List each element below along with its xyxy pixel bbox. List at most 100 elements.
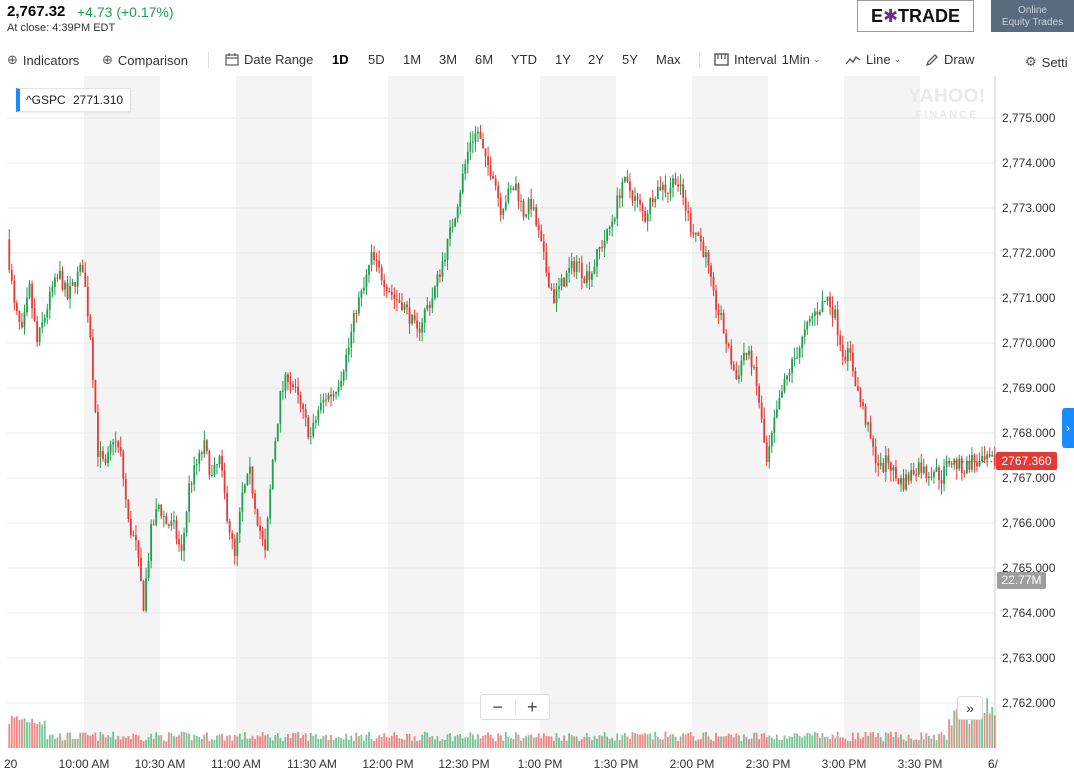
candle-down: [667, 192, 669, 194]
candle-down: [439, 274, 441, 277]
settings-button[interactable]: ⚙ Setti: [1025, 54, 1068, 70]
candle-down: [398, 300, 401, 303]
candle-down: [259, 525, 261, 532]
volume-bar: [608, 738, 611, 748]
volume-bar: [342, 739, 345, 748]
candle-up: [332, 394, 335, 397]
period-5d[interactable]: 5D: [368, 52, 385, 67]
volume-bar: [968, 723, 971, 748]
expand-button[interactable]: »: [957, 696, 983, 720]
candle-up: [195, 463, 198, 466]
etrade-ad-logo[interactable]: E ✱ TRADE: [857, 0, 974, 32]
volume-bar: [97, 740, 99, 748]
volume-bar: [639, 734, 641, 748]
volume-bar: [550, 736, 553, 748]
volume-bar: [302, 734, 305, 748]
volume-bar: [350, 735, 353, 748]
candle-up: [504, 202, 507, 210]
ad-banner[interactable]: Online Equity Trades: [991, 0, 1074, 32]
candle-down: [535, 207, 538, 226]
volume-bar: [732, 737, 735, 748]
period-5y[interactable]: 5Y: [622, 52, 638, 67]
candle-up: [449, 227, 451, 239]
volume-bar: [664, 731, 667, 748]
line-type-dropdown[interactable]: Line ⌄: [845, 52, 901, 67]
volume-bar: [905, 740, 907, 748]
volume-bar: [547, 736, 550, 748]
volume-bar: [542, 733, 545, 748]
candle-up: [509, 188, 512, 190]
etrade-logo-trade: TRADE: [898, 5, 961, 26]
volume-bar: [208, 740, 211, 748]
candle-up: [459, 192, 462, 207]
volume-bar: [249, 738, 251, 748]
comparison-button[interactable]: ⊕ Comparison: [102, 52, 188, 68]
candle-up: [819, 312, 821, 315]
volume-bar: [370, 739, 373, 748]
chart-area[interactable]: 2,762.000 2,763.000 2,764.000 2,765.000 2,76…: [0, 76, 1074, 781]
side-panel-toggle[interactable]: ›: [1062, 408, 1074, 448]
volume-bar: [304, 733, 307, 748]
volume-bar: [494, 741, 497, 748]
candle-up: [884, 455, 887, 473]
period-1m[interactable]: 1M: [403, 52, 422, 67]
period-1d[interactable]: 1D: [332, 52, 349, 67]
time-band: [388, 76, 464, 748]
period-3m[interactable]: 3M: [439, 52, 458, 67]
candle-up: [527, 199, 530, 215]
volume-bar: [697, 739, 700, 748]
candle-up: [23, 312, 26, 328]
volume-bar: [347, 740, 350, 748]
interval-dropdown[interactable]: Interval 1Min ⌄: [714, 52, 820, 67]
candle-down: [930, 476, 933, 478]
volume-bar: [423, 731, 426, 748]
candle-up: [461, 173, 464, 193]
indicators-button[interactable]: ⊕ Indicators: [7, 52, 79, 68]
candle-down: [831, 307, 834, 318]
candle-down: [829, 296, 831, 308]
candle-down: [302, 404, 305, 410]
zoom-out-button[interactable]: −: [492, 697, 503, 717]
candle-up: [935, 467, 938, 472]
candle-down: [702, 241, 705, 258]
volume-bar: [591, 740, 593, 748]
symbol-legend[interactable]: ^GSPC 2771.310: [16, 88, 132, 112]
volume-bar: [205, 732, 208, 748]
candle-up: [446, 238, 449, 260]
volume-bar: [15, 716, 18, 748]
volume-bar: [730, 734, 733, 748]
candle-down: [707, 252, 710, 266]
candle-down: [408, 307, 411, 324]
volume-bar: [915, 739, 918, 748]
candle-down: [86, 286, 89, 317]
period-6m[interactable]: 6M: [475, 52, 494, 67]
volume-bar: [512, 739, 515, 748]
candle-up: [423, 309, 426, 323]
volume-bar: [428, 737, 431, 748]
zoom-in-button[interactable]: +: [526, 697, 538, 717]
period-max[interactable]: Max: [656, 52, 681, 67]
candle-down: [84, 272, 87, 287]
volume-bar: [553, 740, 555, 748]
candle-up: [867, 422, 869, 425]
candle-up: [147, 560, 150, 579]
draw-button[interactable]: Draw: [925, 52, 974, 67]
period-1y[interactable]: 1Y: [555, 52, 571, 67]
volume-bar: [791, 736, 793, 748]
candle-up: [203, 440, 206, 455]
period-2y[interactable]: 2Y: [588, 52, 604, 67]
candle-up: [958, 458, 961, 469]
candle-down: [580, 262, 583, 279]
volume-bar: [978, 706, 981, 748]
candle-down: [651, 198, 654, 203]
date-range-button[interactable]: Date Range: [225, 52, 313, 67]
period-ytd[interactable]: YTD: [511, 52, 537, 67]
candle-up: [613, 218, 616, 222]
volume-bar: [276, 733, 279, 748]
candle-down: [205, 440, 208, 452]
candle-down: [545, 251, 548, 273]
candle-up: [801, 336, 804, 348]
price-chart[interactable]: 2,762.000 2,763.000 2,764.000 2,765.000 2,76…: [0, 76, 1074, 781]
volume-bar: [677, 741, 679, 748]
ad-line-2: Equity Trades: [1001, 17, 1064, 28]
